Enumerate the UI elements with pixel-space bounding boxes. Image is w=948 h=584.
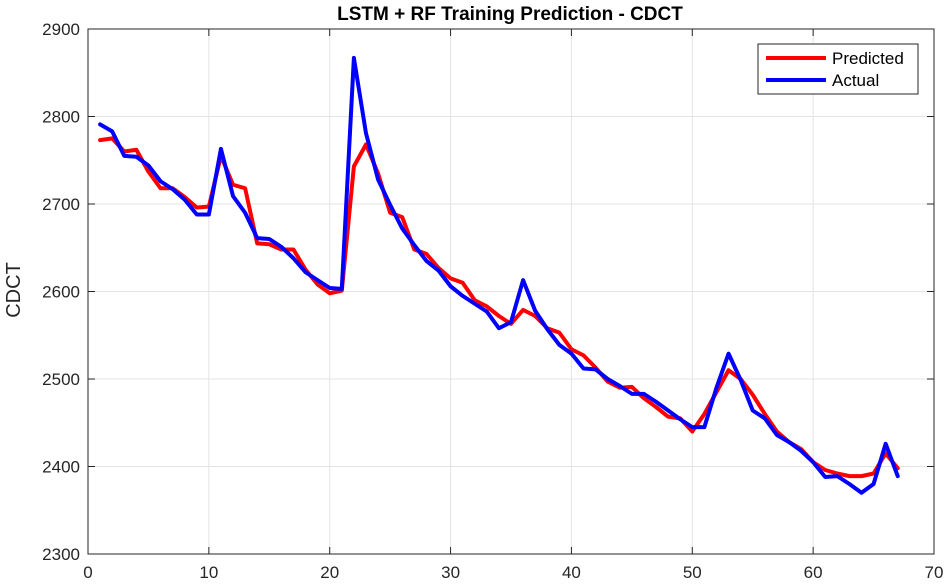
chart-title: LSTM + RF Training Prediction - CDCT <box>337 4 683 25</box>
series-lines <box>98 55 900 495</box>
y-tick-label: 2300 <box>42 545 80 564</box>
y-tick-label: 2800 <box>42 108 80 127</box>
y-tick-label: 2700 <box>42 195 80 214</box>
series-line-predicted <box>98 136 900 479</box>
x-tick-label: 50 <box>683 563 702 582</box>
series-line-actual <box>98 55 900 495</box>
y-tick-label: 2900 <box>42 20 80 39</box>
x-tick-label: 60 <box>804 563 823 582</box>
x-tick-label: 40 <box>562 563 581 582</box>
x-tick-label: 30 <box>441 563 460 582</box>
y-tick-label: 2600 <box>42 283 80 302</box>
y-tick-label: 2400 <box>42 458 80 477</box>
y-tick-label: 2500 <box>42 370 80 389</box>
x-tick-label: 0 <box>83 563 92 582</box>
x-tick-label: 10 <box>199 563 218 582</box>
axis-ticks: 0 10 20 30 40 50 60 70 2300 2400 2500 2600 2700 2800 2… <box>42 20 943 582</box>
legend-label-actual: Actual <box>832 71 879 90</box>
x-tick-label: 70 <box>925 563 944 582</box>
legend: Predicted Actual <box>757 43 919 95</box>
legend-box <box>757 43 919 95</box>
legend-label-predicted: Predicted <box>832 49 904 68</box>
x-tick-label: 20 <box>320 563 339 582</box>
y-axis-label: CDCT <box>3 262 25 318</box>
